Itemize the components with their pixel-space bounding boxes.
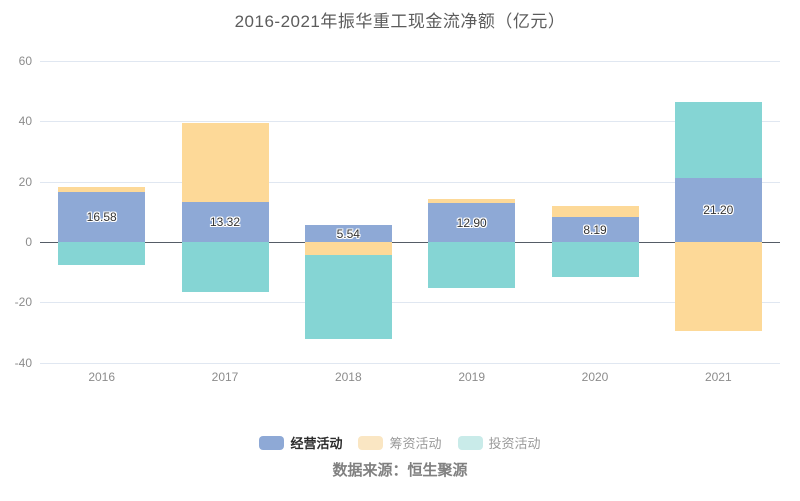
legend-label: 筹资活动	[389, 436, 442, 451]
bar-segment[interactable]	[428, 242, 516, 288]
legend: 经营活动 筹资活动 投资活动	[0, 433, 800, 452]
bar-value-label: 13.32	[209, 214, 241, 229]
y-axis-tick-label: 20	[18, 174, 32, 189]
y-gridline	[40, 60, 780, 62]
bar-value-label: 21.20	[703, 203, 734, 217]
bar-value-label: 5.54	[336, 226, 360, 241]
bar-segment[interactable]	[551, 217, 639, 242]
y-axis-tick-label: 0	[25, 235, 32, 249]
legend-swatch-icon	[457, 435, 483, 450]
bar-segment[interactable]	[304, 242, 392, 255]
bar-segment[interactable]	[428, 203, 516, 242]
bar-segment[interactable]	[58, 242, 146, 265]
x-axis-zero-line	[40, 242, 780, 243]
legend-item-3[interactable]: 投资活动	[457, 433, 541, 452]
x-axis-tick-label: 2021	[704, 370, 732, 384]
x-axis-tick-label: 2016	[88, 370, 116, 384]
x-axis-tick-label: 2017	[211, 370, 239, 384]
y-gridline	[40, 181, 780, 183]
bar-segment[interactable]	[58, 191, 146, 242]
bar-segment[interactable]	[551, 242, 639, 278]
bar-segment[interactable]	[674, 102, 762, 178]
y-axis-tick-label: 60	[18, 53, 32, 68]
bar-segment[interactable]	[181, 201, 269, 242]
bar-segment[interactable]	[551, 205, 639, 218]
legend-label: 投资活动	[488, 436, 541, 451]
bar-segment[interactable]	[304, 254, 392, 340]
bar-segment[interactable]	[428, 198, 516, 203]
x-axis-tick-label: 2019	[458, 370, 486, 384]
bar-segment[interactable]	[58, 187, 146, 192]
y-gridline	[40, 362, 780, 364]
y-gridline	[40, 121, 780, 123]
bar-value-label: 8.19	[583, 222, 607, 237]
y-axis-tick-label: 40	[18, 114, 32, 129]
bar-segment[interactable]	[181, 242, 269, 292]
legend-item-2[interactable]: 筹资活动	[358, 433, 442, 452]
bar-segment[interactable]	[181, 123, 269, 202]
legend-item-1[interactable]: 经营活动	[259, 433, 342, 452]
x-axis-tick-label: 2018	[334, 370, 362, 384]
y-gridline	[40, 302, 780, 304]
bar-segment[interactable]	[674, 242, 762, 332]
x-axis-tick-label: 2020	[581, 370, 609, 384]
bar-segment[interactable]	[674, 178, 762, 242]
data-source-caption: 数据来源：恒生聚源	[332, 462, 468, 479]
legend-swatch-icon	[358, 435, 384, 450]
y-axis-tick-label: -40	[14, 355, 32, 370]
chart-title: 2016-2021年振华重工现金流净额（亿元）	[234, 12, 566, 31]
bar-segment[interactable]	[304, 225, 392, 242]
legend-swatch-icon	[259, 435, 285, 450]
legend-label: 经营活动	[290, 436, 343, 451]
y-axis-tick-label: -20	[14, 295, 32, 310]
bar-value-label: 16.58	[86, 210, 117, 224]
bar-value-label: 12.90	[456, 215, 487, 230]
